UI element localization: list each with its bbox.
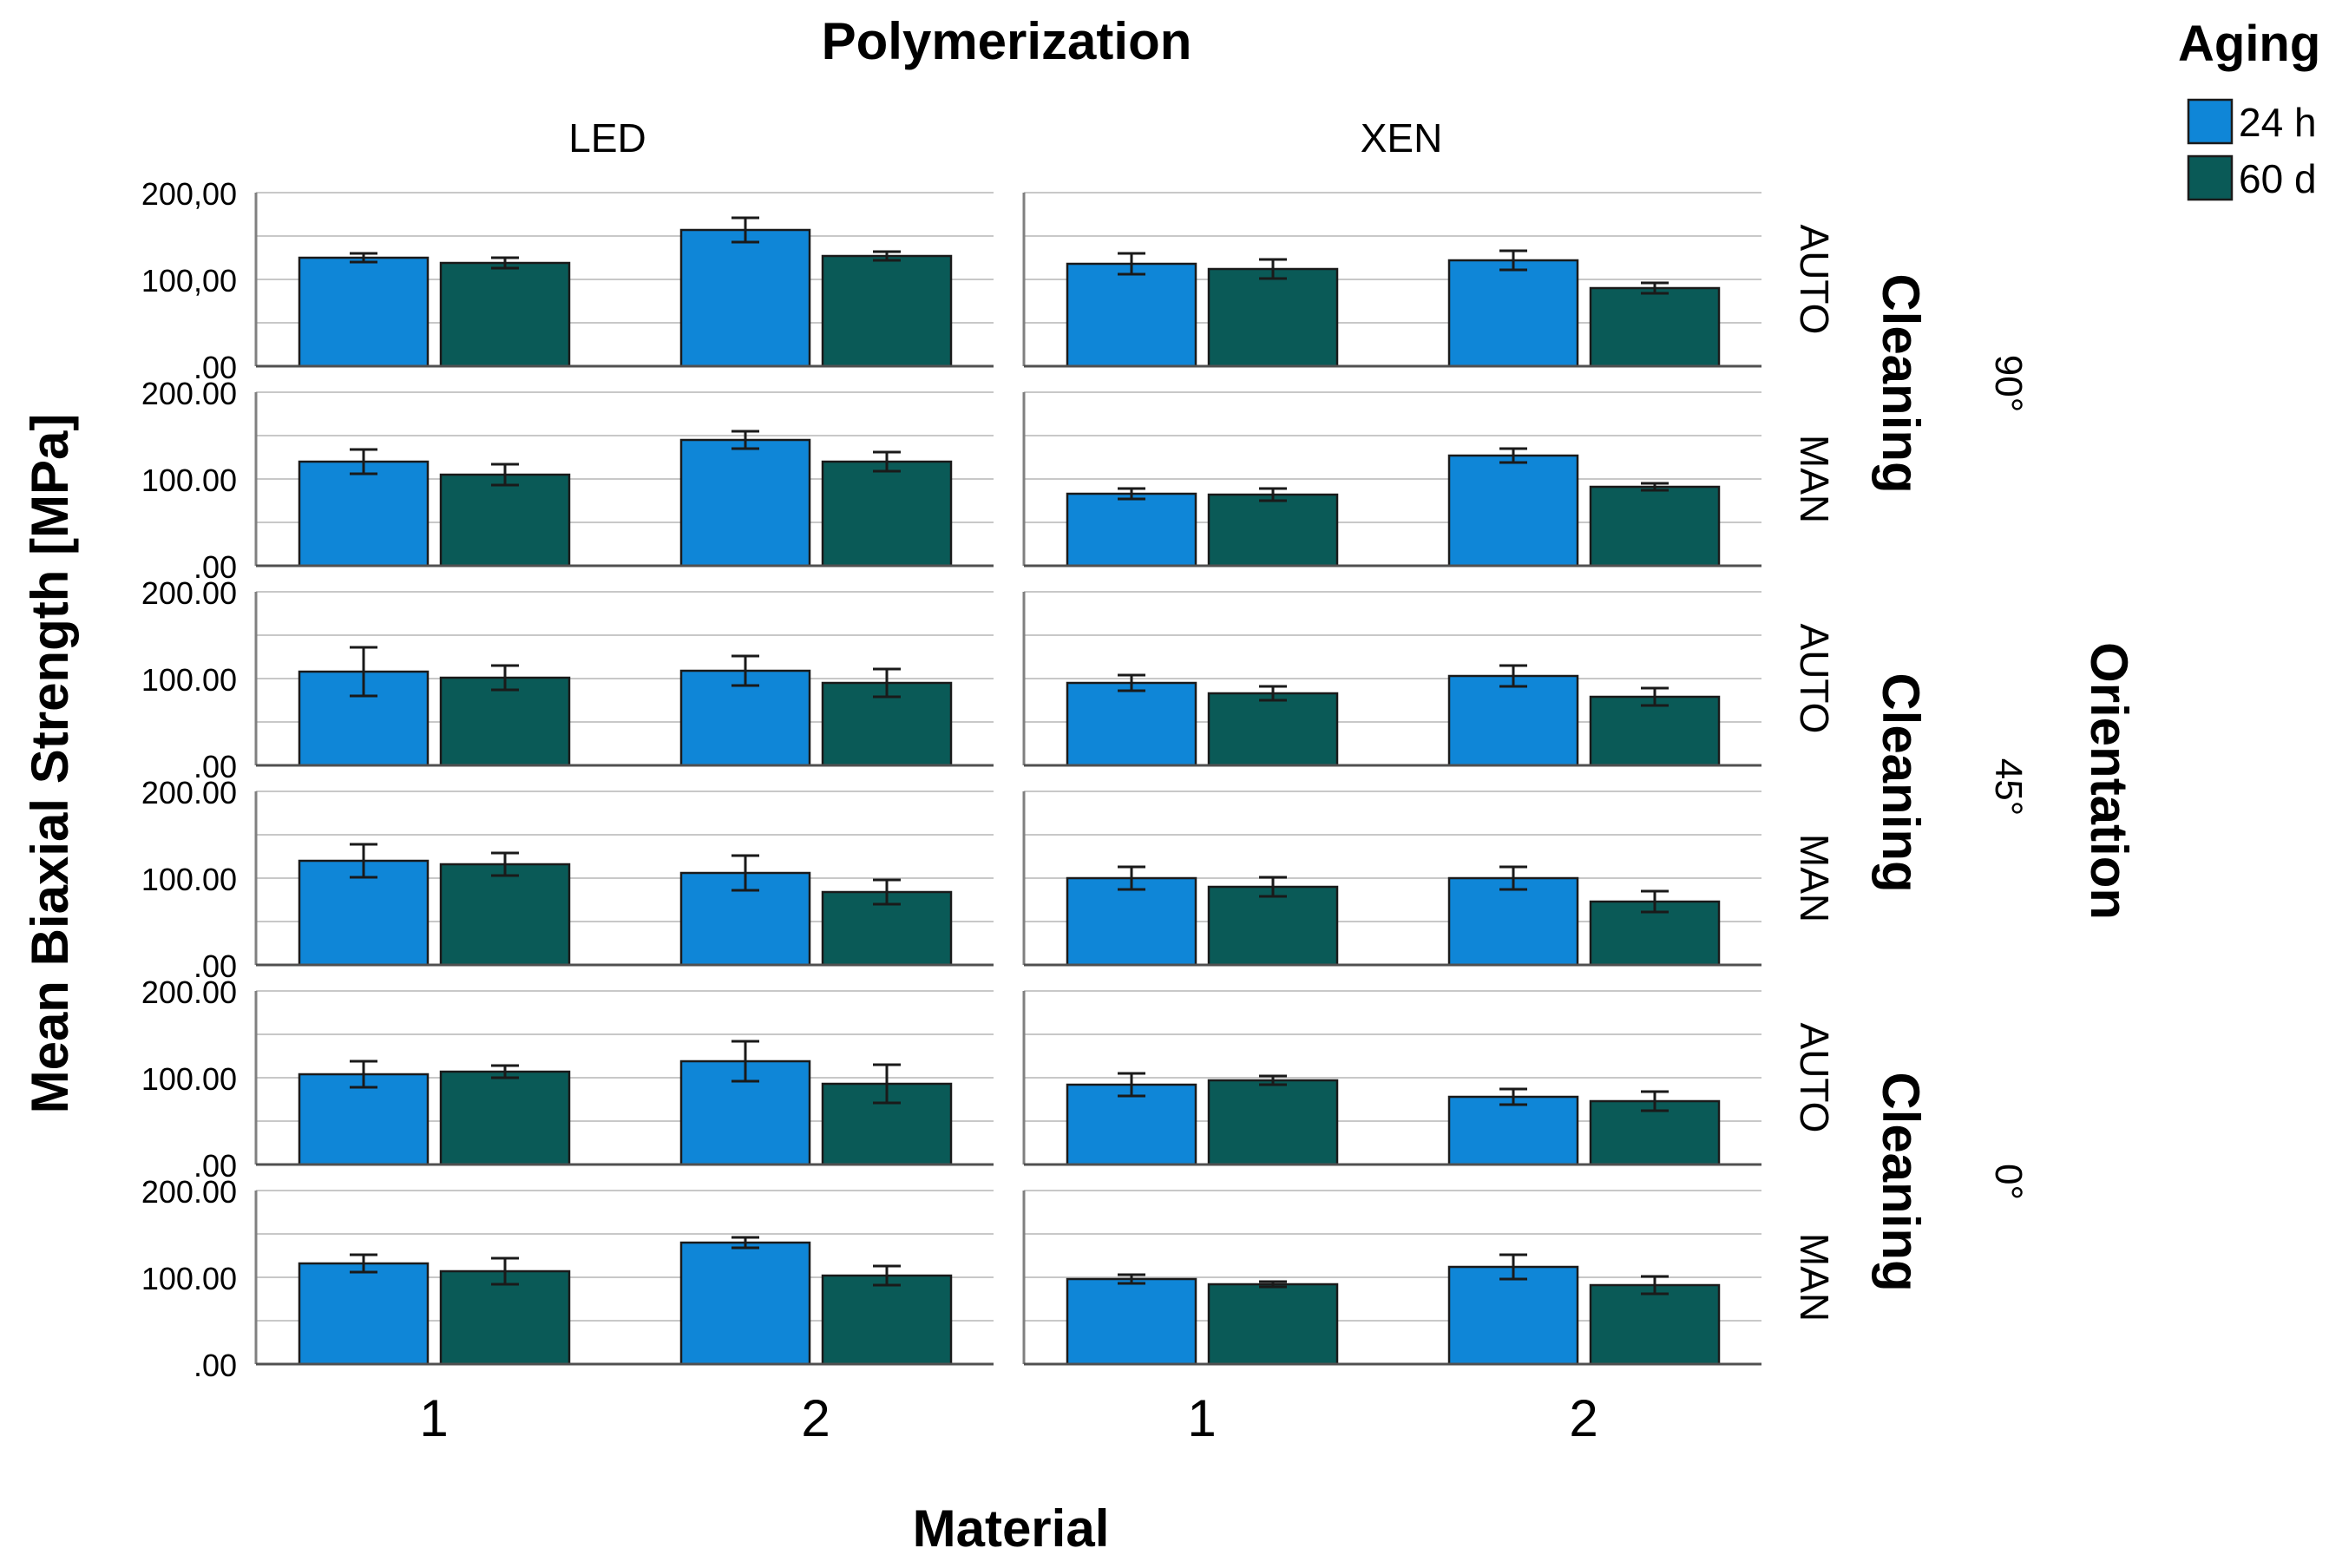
- x-tick-label: 2: [801, 1389, 830, 1447]
- bar-xen-m2-60d: [1589, 695, 1721, 767]
- cleaning-strip-title: Cleaning: [1872, 1072, 1930, 1291]
- bar-led-m2-24h: [679, 1241, 811, 1366]
- bar-xen-m2-24h: [1447, 1265, 1579, 1366]
- y-tick-label: 100.00: [141, 1261, 237, 1296]
- bar-xen-m2-24h: [1447, 674, 1579, 767]
- y-tick-label: 100.00: [141, 662, 237, 698]
- legend-swatch-60d: [2187, 154, 2234, 201]
- cleaning-strip-title: Cleaning: [1872, 672, 1930, 892]
- y-tick-label: .00: [194, 948, 237, 984]
- bar-xen-m1-24h: [1066, 1277, 1197, 1366]
- bar-xen-m1-60d: [1207, 493, 1339, 567]
- bar-led-m1-60d: [439, 261, 571, 368]
- orientation-title: Orientation: [2080, 642, 2138, 920]
- bar-xen-m1-60d: [1207, 885, 1339, 967]
- cleaning-level-label: MAN: [1792, 1233, 1837, 1322]
- y-tick-label: .00: [194, 1148, 237, 1184]
- y-tick-label: .00: [194, 549, 237, 585]
- cleaning-level-label: MAN: [1792, 834, 1837, 922]
- y-tick-label: 200.00: [141, 575, 237, 611]
- y-axis-title: Mean Biaxial Strength [MPa]: [21, 414, 79, 1114]
- orientation-level-label: 45°: [1987, 758, 2030, 817]
- bar-led-m2-60d: [821, 254, 953, 368]
- y-tick-label: 200.00: [141, 974, 237, 1010]
- y-tick-label: 100.00: [141, 862, 237, 897]
- legend-title: Aging: [2178, 16, 2320, 72]
- bar-xen-m1-24h: [1066, 876, 1197, 967]
- bar-led-m1-24h: [298, 256, 430, 368]
- x-tick-label: 1: [1187, 1389, 1216, 1447]
- bar-xen-m2-24h: [1447, 259, 1579, 368]
- bar-led-m2-24h: [679, 438, 811, 567]
- cleaning-strip-title: Cleaning: [1872, 273, 1930, 493]
- y-tick-label: .00: [194, 350, 237, 385]
- x-tick-label: 1: [419, 1389, 448, 1447]
- bar-led-m1-24h: [298, 1262, 430, 1366]
- bar-xen-m1-24h: [1066, 492, 1197, 567]
- y-tick-label: 200.00: [141, 376, 237, 411]
- legend-label-24h: 24 h: [2239, 100, 2317, 145]
- cleaning-level-label: AUTO: [1792, 1023, 1837, 1133]
- legend-swatch-24h: [2187, 98, 2234, 145]
- bar-xen-m1-60d: [1207, 692, 1339, 767]
- bar-xen-m2-24h: [1447, 454, 1579, 567]
- bar-xen-m1-24h: [1066, 262, 1197, 368]
- y-tick-label: 200.00: [141, 1174, 237, 1210]
- y-tick-label: .00: [194, 749, 237, 784]
- legend-label-60d: 60 d: [2239, 156, 2317, 201]
- x-tick-label: 2: [1569, 1389, 1597, 1447]
- bar-xen-m2-24h: [1447, 876, 1579, 967]
- chart-title: Polymerization: [822, 12, 1192, 70]
- bar-xen-m2-60d: [1589, 1283, 1721, 1366]
- bar-led-m2-60d: [821, 460, 953, 567]
- bar-xen-m2-24h: [1447, 1095, 1579, 1166]
- bar-xen-m1-60d: [1207, 1079, 1339, 1166]
- facet-title-led: LED: [568, 115, 646, 161]
- bar-xen-m1-60d: [1207, 1283, 1339, 1366]
- facet-title-xen: XEN: [1361, 115, 1443, 161]
- y-tick-label: 100.00: [141, 463, 237, 498]
- bar-led-m1-24h: [298, 460, 430, 567]
- cleaning-level-label: MAN: [1792, 435, 1837, 523]
- bar-led-m1-60d: [439, 676, 571, 767]
- bar-led-m1-60d: [439, 473, 571, 567]
- bar-xen-m2-60d: [1589, 286, 1721, 368]
- bar-led-m1-24h: [298, 1073, 430, 1166]
- bar-led-m2-24h: [679, 228, 811, 368]
- y-tick-label: 200.00: [141, 775, 237, 810]
- y-tick-label: 100.00: [141, 1061, 237, 1097]
- orientation-level-label: 0°: [1987, 1164, 2030, 1200]
- cleaning-level-label: AUTO: [1792, 624, 1837, 734]
- bar-xen-m1-24h: [1066, 681, 1197, 767]
- y-tick-label: 200,00: [141, 176, 237, 212]
- bar-led-m1-60d: [439, 1070, 571, 1166]
- bar-led-m1-60d: [439, 1269, 571, 1366]
- y-tick-label: 100,00: [141, 263, 237, 299]
- bar-led-m1-60d: [439, 863, 571, 967]
- orientation-level-label: 90°: [1987, 355, 2030, 413]
- y-tick-label: .00: [194, 1348, 237, 1383]
- bar-xen-m2-60d: [1589, 485, 1721, 567]
- bar-led-m2-60d: [821, 1274, 953, 1366]
- cleaning-level-label: AUTO: [1792, 225, 1837, 335]
- x-axis-title: Material: [913, 1499, 1110, 1558]
- bar-xen-m1-60d: [1207, 267, 1339, 368]
